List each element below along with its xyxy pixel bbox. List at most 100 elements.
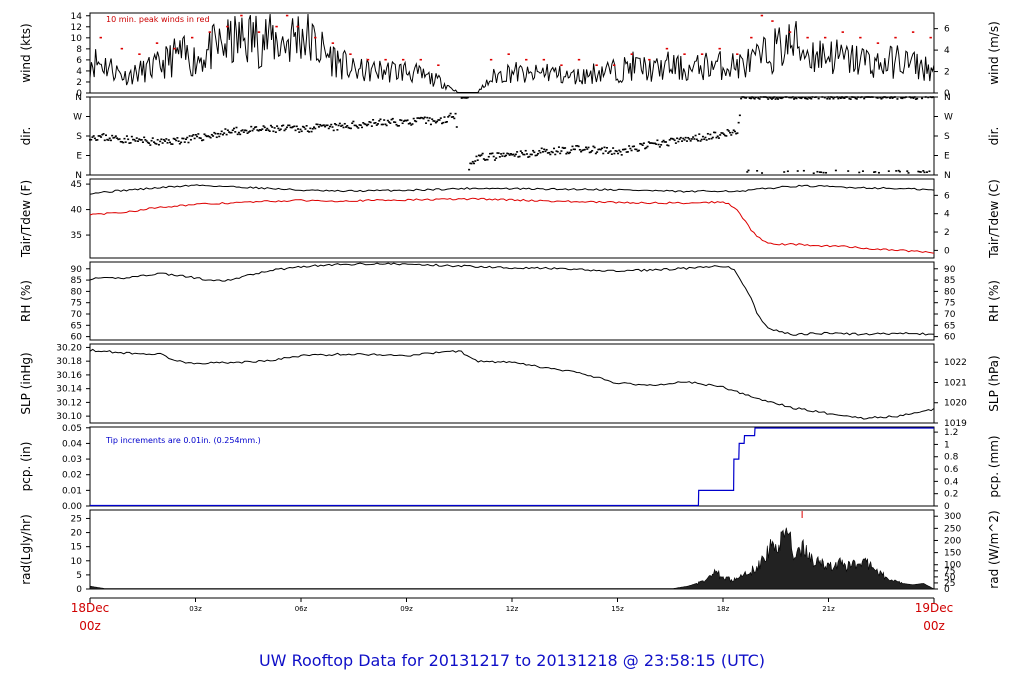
dir-point xyxy=(562,147,565,150)
dir-point xyxy=(485,158,488,161)
rad-right-tick-label: 75 xyxy=(944,567,955,577)
dir-point xyxy=(535,154,538,157)
wind-peak-point xyxy=(349,53,352,55)
dir-point xyxy=(465,97,468,99)
dir-point xyxy=(591,149,594,152)
dir-point xyxy=(790,96,793,99)
dir-point xyxy=(809,97,812,99)
dir-point xyxy=(469,162,472,165)
dir-point xyxy=(541,151,544,153)
wind-peak-point xyxy=(760,14,764,17)
dir-point xyxy=(155,143,158,145)
dir-point xyxy=(410,124,413,126)
dir-point xyxy=(565,152,568,155)
dir-point xyxy=(525,153,528,155)
dir-point xyxy=(901,97,904,100)
dir-point xyxy=(208,135,211,138)
dir-point xyxy=(801,96,804,99)
dir-point xyxy=(185,138,188,141)
dir-point xyxy=(385,124,388,127)
dir-point xyxy=(267,129,270,131)
wind-peak-point xyxy=(419,58,422,61)
dir-point xyxy=(810,97,813,100)
dir-point xyxy=(192,134,195,136)
dir-point xyxy=(503,155,506,158)
dir-point xyxy=(210,133,213,136)
dir-point xyxy=(225,133,228,136)
dir-point xyxy=(777,98,780,100)
precip-line xyxy=(90,427,934,507)
dir-point xyxy=(418,117,421,120)
dir-point xyxy=(92,135,95,137)
pcp-left-label: pcp. (in) xyxy=(19,442,33,492)
dir-point xyxy=(172,137,175,140)
dir-point xyxy=(242,131,245,133)
dir-point xyxy=(149,144,152,146)
dir-point xyxy=(356,125,359,128)
wind-peak-point xyxy=(876,42,880,44)
wind-peak-point xyxy=(208,31,211,33)
dir-point xyxy=(578,148,581,151)
dir-right-label: dir. xyxy=(987,127,1001,146)
dir-point xyxy=(347,126,350,129)
dir-point xyxy=(913,96,916,98)
dir-point xyxy=(758,98,761,100)
dir-right-tick-label: S xyxy=(944,132,950,142)
dir-point xyxy=(479,155,482,157)
dir-point xyxy=(252,128,255,130)
dir-point xyxy=(759,96,762,98)
dir-point xyxy=(711,136,714,139)
dir-point xyxy=(597,148,600,151)
wind-left-tick-label: 0 xyxy=(76,89,82,99)
dir-point xyxy=(549,153,552,156)
rad-right-tick-label: 0 xyxy=(944,585,950,595)
dir-point xyxy=(128,142,131,144)
dir-point xyxy=(319,123,322,126)
temp-right-tick-label: 0 xyxy=(944,246,950,256)
dir-point xyxy=(378,120,381,122)
dir-point xyxy=(372,118,375,121)
dir-point xyxy=(413,120,416,122)
dir-point xyxy=(768,96,771,99)
dir-point xyxy=(490,152,493,155)
dir-point xyxy=(834,169,837,172)
dir-point xyxy=(572,148,575,151)
wind-panel-frame xyxy=(89,12,935,94)
dir-point xyxy=(663,141,666,143)
dir-point xyxy=(448,114,451,117)
dir-point xyxy=(823,96,826,99)
dir-point xyxy=(114,135,117,137)
dir-point xyxy=(698,133,701,135)
dir-point xyxy=(537,152,540,155)
dir-point xyxy=(575,145,578,147)
slp-left-tick-label: 30.16 xyxy=(56,371,82,381)
dir-point xyxy=(805,97,808,100)
dir-point xyxy=(326,124,329,127)
dir-point xyxy=(688,138,691,140)
dir-point xyxy=(694,134,697,137)
dir-point xyxy=(324,125,327,128)
dir-point xyxy=(304,128,307,130)
dir-point xyxy=(799,97,802,99)
rad-left-label: rad(Lgly/hr) xyxy=(19,514,33,585)
dir-point xyxy=(433,120,436,122)
dir-point xyxy=(292,126,295,128)
dir-point xyxy=(203,133,206,135)
dir-point xyxy=(928,170,931,173)
dir-point xyxy=(908,96,911,98)
dir-point xyxy=(893,96,896,98)
dir-point xyxy=(567,152,570,155)
dir-point xyxy=(666,144,669,146)
dir-point xyxy=(150,139,153,142)
dir-point xyxy=(299,128,302,131)
dir-point xyxy=(474,160,477,162)
slp-left-tick-label: 30.20 xyxy=(56,343,82,353)
dir-point xyxy=(124,141,127,143)
dir-point xyxy=(689,140,692,142)
dir-point xyxy=(327,127,330,130)
dir-point xyxy=(929,96,932,98)
dir-point xyxy=(373,122,376,124)
dir-point xyxy=(269,124,272,127)
dir-point xyxy=(633,145,636,148)
dir-point xyxy=(348,127,351,130)
